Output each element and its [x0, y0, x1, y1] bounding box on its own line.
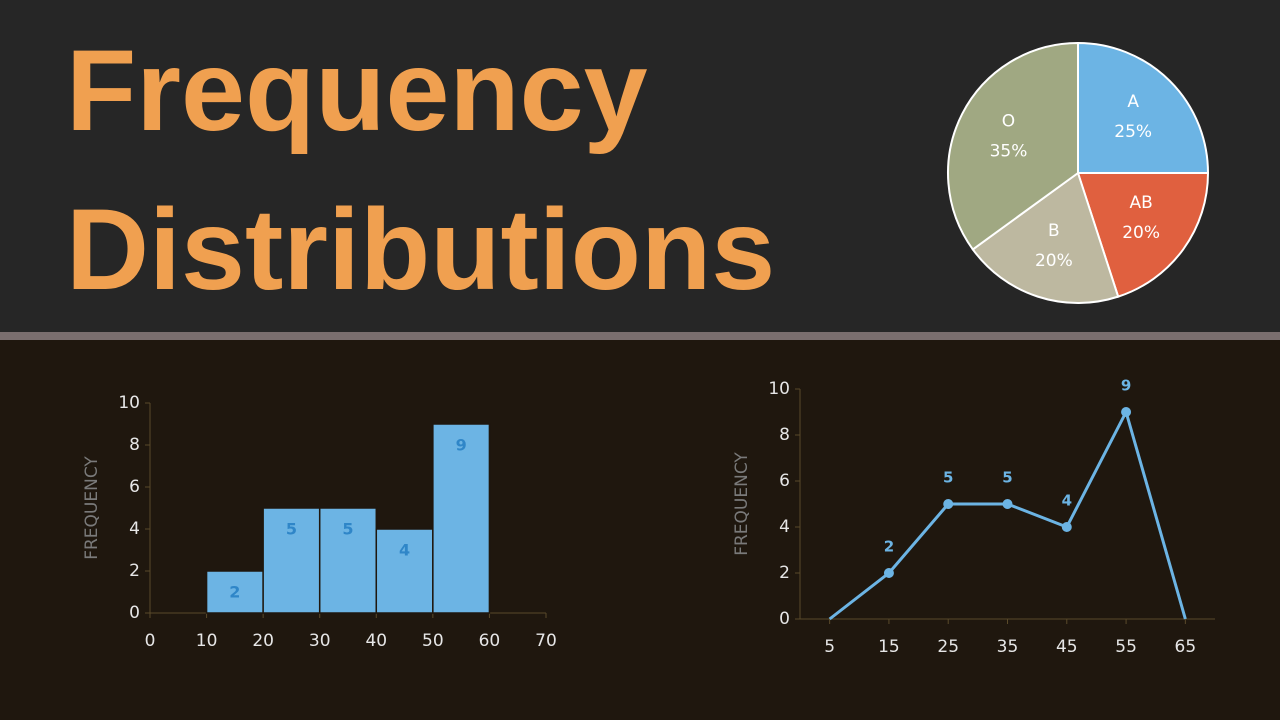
point-marker — [883, 568, 894, 578]
x-tick-label: 65 — [1175, 637, 1197, 657]
slide-title: Frequency Distributions — [66, 27, 776, 314]
x-tick-label: 0 — [145, 631, 156, 651]
x-tick-label: 10 — [196, 631, 218, 651]
slice-label: AB — [1129, 193, 1152, 213]
y-tick-label: 2 — [129, 561, 140, 581]
slice-value-label: 20% — [1035, 251, 1073, 271]
x-tick-label: 40 — [365, 631, 387, 651]
point-value-label: 5 — [943, 469, 953, 487]
x-tick-label: 15 — [878, 637, 900, 657]
slice-value-label: 25% — [1114, 122, 1152, 142]
x-tick-label: 55 — [1115, 637, 1137, 657]
point-value-label: 5 — [1002, 469, 1012, 487]
slice-label: O — [1002, 112, 1015, 132]
bar-value-label: 5 — [342, 520, 353, 539]
histogram-bar — [375, 528, 434, 614]
x-tick-label: 5 — [824, 637, 835, 657]
x-tick-label: 20 — [252, 631, 274, 651]
bar-value-label: 4 — [399, 541, 410, 560]
bar-value-label: 2 — [229, 583, 240, 602]
y-axis-label: FREQUENCY — [732, 452, 752, 556]
point-marker — [1002, 499, 1013, 509]
y-tick-label: 4 — [129, 519, 140, 539]
y-tick-label: 10 — [118, 393, 140, 413]
histogram-bar — [432, 423, 491, 614]
pie-slice — [947, 41, 1079, 251]
slice-label: A — [1127, 92, 1139, 112]
bar-value-label: 5 — [286, 520, 297, 539]
y-tick-label: 4 — [779, 517, 790, 537]
y-tick-label: 2 — [779, 563, 790, 583]
histogram-bar — [262, 507, 321, 614]
y-tick-label: 8 — [779, 425, 790, 445]
point-value-label: 2 — [884, 538, 894, 556]
y-tick-label: 8 — [129, 435, 140, 455]
pie-slice — [1077, 41, 1210, 174]
x-tick-label: 25 — [937, 637, 959, 657]
y-tick-label: 6 — [779, 471, 790, 491]
point-marker — [1121, 407, 1132, 417]
y-tick-label: 0 — [779, 609, 790, 629]
histogram-bar — [318, 507, 378, 614]
y-axis-label: FREQUENCY — [82, 456, 102, 560]
point-marker — [1061, 522, 1072, 532]
x-tick-label: 30 — [309, 631, 331, 651]
x-tick-label: 50 — [422, 631, 444, 651]
pie-slice — [1076, 172, 1210, 298]
bar-value-label: 9 — [456, 436, 467, 455]
point-value-label: 9 — [1121, 377, 1131, 395]
y-tick-label: 6 — [129, 477, 140, 497]
frequency-polygon — [828, 407, 1187, 621]
x-tick-label: 35 — [997, 637, 1019, 657]
separator — [0, 332, 1280, 340]
pie-slice — [971, 171, 1120, 304]
y-tick-label: 0 — [129, 603, 140, 623]
slice-value-label: 20% — [1122, 223, 1160, 243]
point-marker — [943, 499, 954, 509]
slice-label: B — [1048, 221, 1060, 241]
histogram-bar — [205, 570, 264, 614]
x-tick-label: 70 — [535, 631, 557, 651]
y-tick-label: 10 — [768, 379, 790, 399]
x-tick-label: 60 — [479, 631, 501, 651]
x-tick-label: 45 — [1056, 637, 1078, 657]
point-value-label: 4 — [1062, 492, 1072, 510]
slice-value-label: 35% — [990, 142, 1028, 162]
